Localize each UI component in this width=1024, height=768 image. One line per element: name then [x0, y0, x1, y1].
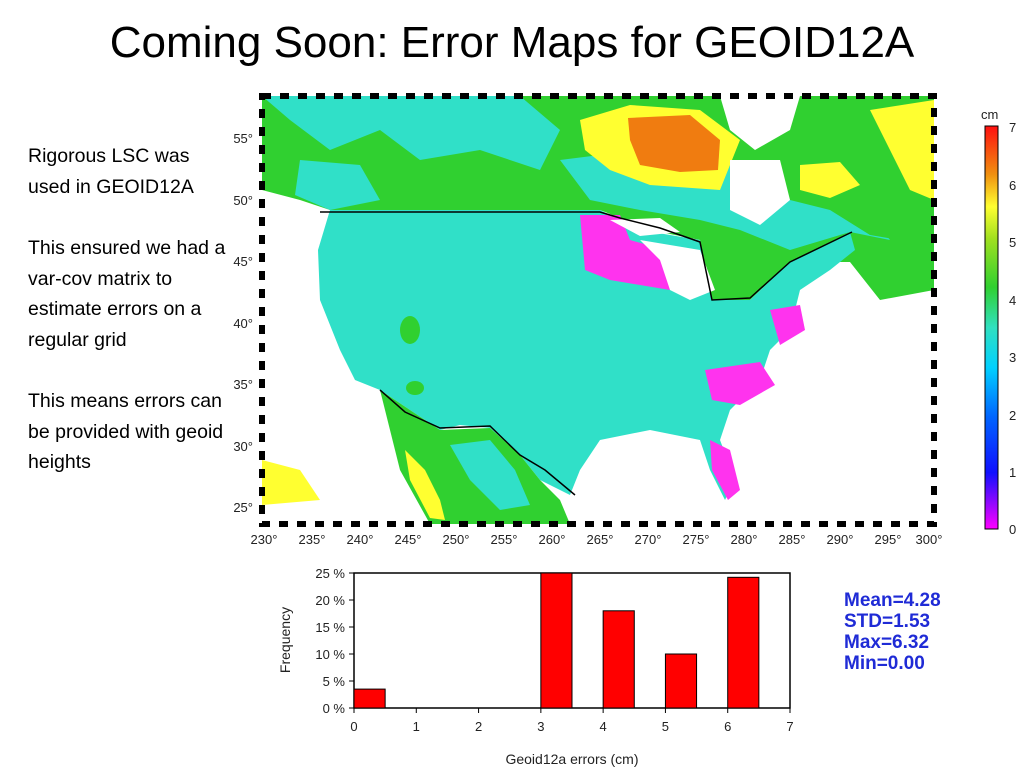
- histogram-y-tick: 25 %: [315, 566, 345, 581]
- water-hudson: [730, 160, 790, 225]
- water-arctic: [720, 96, 800, 150]
- map-x-tick: 300°: [916, 532, 943, 547]
- colorbar-tick: 5: [1009, 235, 1016, 250]
- bullet-2: This ensured we had a var-cov matrix to …: [28, 237, 226, 351]
- colorbar-tick: 3: [1009, 350, 1016, 365]
- histogram-x-tick: 4: [600, 719, 607, 734]
- map-y-axis: 55° 50° 45° 40° 35° 30° 25°: [233, 131, 253, 515]
- map-x-tick: 275°: [683, 532, 710, 547]
- histogram-x-tick: 2: [475, 719, 482, 734]
- histogram-x-tick: 0: [350, 719, 357, 734]
- histogram-bar: [540, 572, 573, 709]
- histogram-x-axis: 0 1 2 3 4 5 6 7: [350, 708, 794, 734]
- map-x-tick: 255°: [491, 532, 518, 547]
- border-us-mexico: [379, 389, 576, 496]
- histogram-y-tick: 5 %: [323, 674, 346, 689]
- map-x-tick: 290°: [827, 532, 854, 547]
- stat-std: STD=1.53: [844, 611, 931, 632]
- magenta-florida: [710, 440, 740, 500]
- histogram-x-tick: 3: [537, 719, 544, 734]
- bullet-1: Rigorous LSC was used in GEOID12A: [28, 145, 194, 198]
- histogram-y-label: Frequency: [277, 607, 293, 673]
- map-x-tick: 295°: [875, 532, 902, 547]
- magenta-appalachia: [705, 362, 775, 405]
- histogram-bar: [727, 576, 760, 709]
- colorbar-tick: 6: [1009, 178, 1016, 193]
- map-frame: [259, 93, 937, 527]
- water-great-lakes: [640, 240, 715, 300]
- histogram-bar: [664, 653, 698, 709]
- map-x-tick: 265°: [587, 532, 614, 547]
- slide-title: Coming Soon: Error Maps for GEOID12A: [109, 18, 915, 67]
- histogram-x-tick: 7: [786, 719, 793, 734]
- map-y-tick: 45°: [233, 254, 253, 269]
- colorbar-tick: 2: [1009, 408, 1016, 423]
- map-plot: [262, 96, 934, 524]
- colorbar-tick: 0: [1009, 522, 1016, 537]
- histogram-y-tick: 20 %: [315, 593, 345, 608]
- map-x-tick: 235°: [299, 532, 326, 547]
- map-y-tick: 40°: [233, 316, 253, 331]
- stat-min: Min=0.00: [844, 653, 925, 674]
- map-x-tick: 270°: [635, 532, 662, 547]
- water-superior: [610, 218, 680, 236]
- map-x-tick: 250°: [443, 532, 470, 547]
- green-spot-2: [406, 381, 424, 395]
- histogram-x-tick: 6: [724, 719, 731, 734]
- map-x-tick: 280°: [731, 532, 758, 547]
- colorbar: cm 7 6 5 4 3 2 1 0: [981, 107, 1016, 537]
- colorbar-tick: 7: [1009, 120, 1016, 135]
- histogram-y-tick: 10 %: [315, 647, 345, 662]
- map-x-tick: 230°: [251, 532, 278, 547]
- canada-cyan-3: [295, 160, 380, 210]
- baja-yellow: [405, 450, 445, 520]
- histogram-x-tick: 1: [413, 719, 420, 734]
- histogram: 0 1 2 3 4 5 6 7 0 % 5 % 10 % 15 % 20 % 25 % Geoid12a…: [277, 566, 794, 767]
- colorbar-tick: 4: [1009, 293, 1016, 308]
- border-us-canada: [320, 211, 853, 301]
- map-x-tick: 245°: [395, 532, 422, 547]
- canada-cyan-1: [262, 96, 560, 170]
- map-y-tick: 30°: [233, 439, 253, 454]
- map-y-tick: 50°: [233, 193, 253, 208]
- histogram-y-axis: 0 % 5 % 10 % 15 % 20 % 25 %: [315, 566, 354, 716]
- stat-mean: Mean=4.28: [844, 590, 941, 611]
- map-x-axis: 230° 235° 240° 245° 250° 255° 260° 265° …: [251, 532, 943, 547]
- north-orange: [628, 115, 720, 172]
- colorbar-tick: 1: [1009, 465, 1016, 480]
- histogram-x-tick: 5: [662, 719, 669, 734]
- colorbar-unit: cm: [981, 107, 998, 122]
- map-x-tick: 285°: [779, 532, 806, 547]
- east-yellow: [870, 100, 934, 200]
- histogram-bars: [353, 572, 760, 709]
- histogram-bar: [602, 610, 635, 709]
- bullet-text: Rigorous LSC was used in GEOID12A This e…: [28, 141, 233, 509]
- green-spot-1: [400, 316, 420, 344]
- map-y-tick: 35°: [233, 377, 253, 392]
- hudson-yellow: [800, 162, 860, 198]
- map-x-tick: 240°: [347, 532, 374, 547]
- colorbar-gradient: [984, 125, 999, 530]
- histogram-bar: [353, 688, 386, 709]
- histogram-y-tick: 0 %: [323, 701, 346, 716]
- map-y-tick: 25°: [233, 500, 253, 515]
- histogram-y-tick: 15 %: [315, 620, 345, 635]
- mexico-cyan: [450, 440, 530, 510]
- bullet-3: This means errors can be provided with g…: [28, 390, 224, 473]
- magenta-midwest: [580, 215, 670, 290]
- land-usa: [318, 210, 855, 500]
- stats-box: Mean=4.28 STD=1.53 Max=6.32 Min=0.00: [844, 590, 941, 674]
- histogram-x-label: Geoid12a errors (cm): [505, 751, 638, 767]
- west-yellow: [262, 460, 320, 505]
- map-y-tick: 55°: [233, 131, 253, 146]
- map-x-tick: 260°: [539, 532, 566, 547]
- magenta-northeast: [770, 305, 805, 345]
- stat-max: Max=6.32: [844, 632, 930, 653]
